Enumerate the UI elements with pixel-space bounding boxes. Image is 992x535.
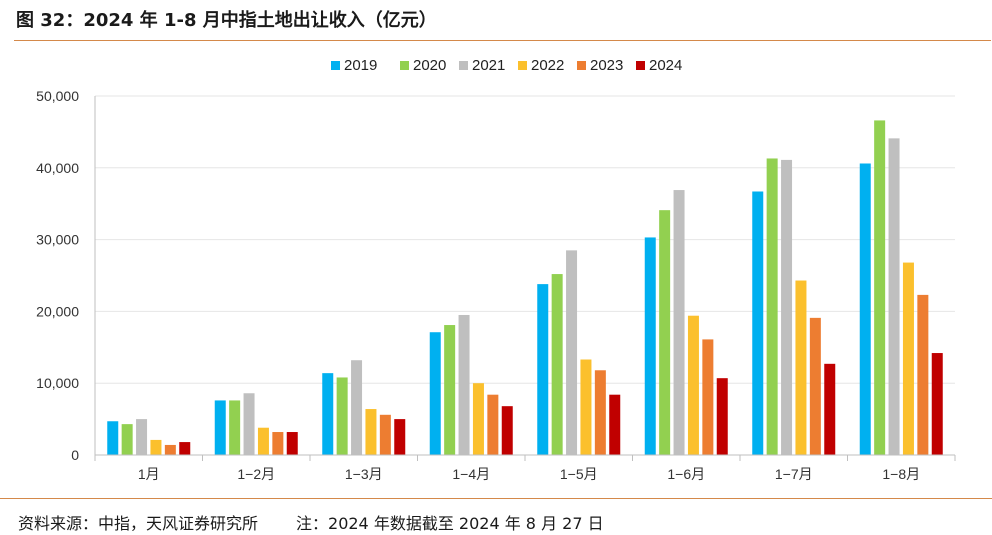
bar (243, 393, 255, 455)
y-tick-label: 50,000 (36, 88, 79, 104)
x-tick-label: 1−7月 (775, 466, 813, 482)
bar (472, 383, 484, 455)
bar (458, 314, 470, 455)
bar (429, 332, 441, 455)
bar (164, 444, 176, 455)
bar (107, 421, 119, 455)
bar (444, 325, 456, 455)
legend-label: 2019 (344, 57, 377, 74)
bar (716, 378, 728, 455)
chart-title: 图 32：2024 年 1-8 月中指土地出让收入（亿元） (16, 10, 437, 31)
legend-label: 2024 (649, 57, 682, 74)
x-tick-label: 1−8月 (882, 466, 920, 482)
bar (931, 353, 943, 455)
bar (501, 406, 513, 455)
bar (888, 138, 900, 455)
source-note: 资料来源：中指，天风证券研究所 (18, 514, 259, 533)
x-tick-label: 1−5月 (560, 466, 598, 482)
bar (257, 427, 269, 455)
y-axis: 0 10,000 20,000 30,000 40,000 50,000 (36, 88, 96, 463)
bar (766, 158, 778, 455)
bar (594, 370, 606, 455)
bar (902, 262, 914, 455)
x-axis: 1月 1−2月 1−3月 1−4月 1−5月 1−6月 1−7月 1−8月 (94, 454, 956, 482)
bar (487, 394, 499, 455)
legend-swatch (400, 61, 409, 70)
legend-label: 2023 (590, 57, 623, 74)
bar (580, 359, 592, 455)
data-note: 注：2024 年数据截至 2024 年 8 月 27 日 (296, 514, 604, 533)
y-tick-label: 30,000 (36, 232, 79, 248)
y-tick-label: 10,000 (36, 375, 79, 391)
bar (566, 250, 578, 455)
chart-grid (95, 95, 955, 384)
legend-swatch (636, 61, 645, 70)
bar (551, 274, 563, 455)
x-tick-label: 1月 (138, 466, 160, 482)
bar (752, 191, 764, 455)
bar (859, 163, 871, 455)
bar (336, 377, 348, 455)
bar (673, 190, 685, 456)
bar (379, 414, 391, 455)
bar (394, 419, 406, 455)
bar (795, 280, 807, 455)
bar (272, 432, 284, 455)
bar (609, 394, 621, 455)
bar (136, 419, 148, 455)
legend-label: 2022 (531, 57, 564, 74)
legend-label: 2020 (413, 57, 446, 74)
bar (644, 237, 656, 455)
bar (179, 442, 191, 455)
bar-chart: 2019 2020 2021 2022 2023 2024 0 10,000 20,000 30… (36, 57, 956, 482)
x-tick-label: 1−4月 (452, 466, 490, 482)
bar (214, 400, 226, 455)
legend-label: 2021 (472, 57, 505, 74)
chart-bars (107, 120, 943, 456)
bar (687, 315, 699, 455)
bar (917, 294, 929, 455)
bar (781, 159, 793, 455)
bar (365, 409, 377, 455)
bar (286, 432, 298, 455)
bar (874, 120, 886, 456)
bar (229, 400, 241, 455)
bar (824, 363, 836, 455)
x-tick-label: 1−2月 (237, 466, 275, 482)
legend-swatch (518, 61, 527, 70)
footer: 资料来源：中指，天风证券研究所 注：2024 年数据截至 2024 年 8 月 2… (18, 510, 604, 534)
bar (322, 373, 334, 455)
footer-divider (0, 498, 992, 499)
chart-legend: 2019 2020 2021 2022 2023 2024 (331, 57, 682, 74)
bar (351, 360, 363, 455)
legend-swatch (459, 61, 468, 70)
bar (150, 439, 162, 455)
bar (537, 284, 549, 455)
bar (702, 339, 714, 455)
x-tick-label: 1−3月 (345, 466, 383, 482)
bar (809, 317, 821, 455)
bar (659, 210, 671, 455)
legend-swatch (331, 61, 340, 70)
bar (121, 424, 133, 455)
x-tick-label: 1−6月 (667, 466, 705, 482)
title-divider (14, 40, 991, 41)
y-tick-label: 40,000 (36, 160, 79, 176)
legend-swatch (577, 61, 586, 70)
y-tick-label: 0 (71, 447, 79, 463)
y-tick-label: 20,000 (36, 303, 79, 319)
